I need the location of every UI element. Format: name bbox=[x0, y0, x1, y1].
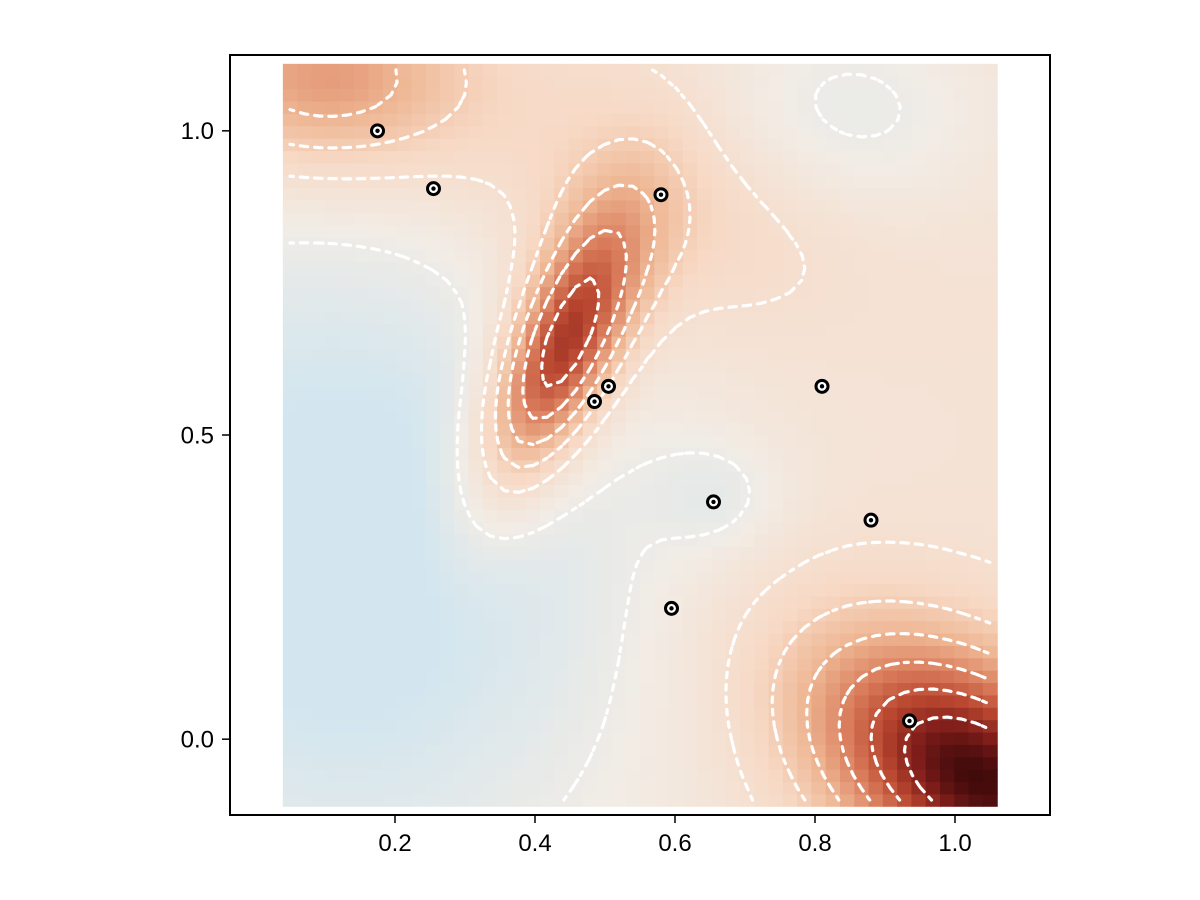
chart-container: 0.2 0.4 0.6 0.8 1.0 0.0 0.5 1.0 bbox=[0, 0, 1200, 900]
x-tick-label: 0.2 bbox=[378, 830, 411, 857]
x-tick-label: 0.4 bbox=[518, 830, 551, 857]
x-tick-label: 0.6 bbox=[658, 830, 691, 857]
x-tick-label: 1.0 bbox=[938, 830, 971, 857]
y-tick-label: 0.5 bbox=[181, 422, 214, 449]
y-tick-label: 0.0 bbox=[181, 727, 214, 754]
y-tick-label: 1.0 bbox=[181, 118, 214, 145]
chart-svg: 0.2 0.4 0.6 0.8 1.0 0.0 0.5 1.0 bbox=[0, 0, 1200, 900]
heatmap bbox=[283, 64, 998, 807]
x-tick-label: 0.8 bbox=[798, 830, 831, 857]
